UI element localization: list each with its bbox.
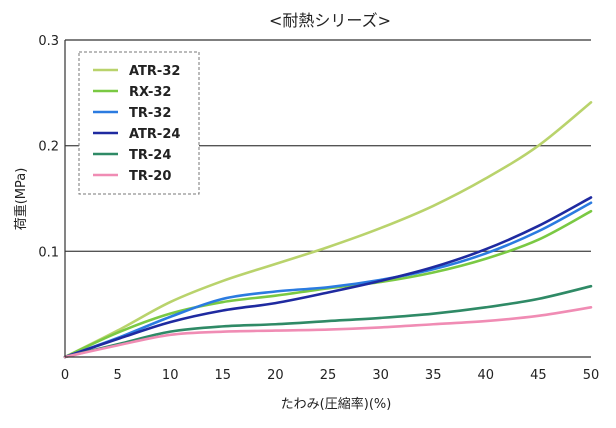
y-tick-label: 0.3 xyxy=(38,34,59,49)
x-tick-label: 40 xyxy=(478,368,495,383)
series-line xyxy=(63,284,593,359)
y-tick-label: 0.1 xyxy=(38,245,59,260)
axes xyxy=(64,40,591,358)
x-tick-label: 35 xyxy=(425,368,442,383)
legend-label: TR-24 xyxy=(129,148,171,163)
x-tick-label: 10 xyxy=(162,368,179,383)
legend-items: ATR-32 RX-32 TR-32 ATR-24 TR-24 TR-20 xyxy=(93,64,180,184)
x-axis-label: たわみ(圧縮率)(%) xyxy=(281,396,392,412)
y-axis-label: 荷重(MPa) xyxy=(13,168,29,231)
legend-label: TR-20 xyxy=(129,169,171,184)
x-tick-label: 25 xyxy=(320,368,337,383)
legend-label: TR-32 xyxy=(129,106,171,121)
y-tick-label: 0.2 xyxy=(38,140,59,155)
legend-label: ATR-32 xyxy=(129,64,180,79)
series-line xyxy=(63,101,593,359)
series-line xyxy=(63,209,593,359)
x-tick-label: 20 xyxy=(267,368,284,383)
tick-labels: 0 5 10 15 20 25 30 35 40 45 50 0.1 0.2 0.3 xyxy=(38,34,599,383)
legend-label: ATR-24 xyxy=(129,127,180,142)
x-tick-label: 50 xyxy=(583,368,600,383)
series-line xyxy=(63,196,593,359)
chart-title: <耐熱シリーズ> xyxy=(269,11,391,30)
series-line xyxy=(63,201,593,359)
x-tick-label: 5 xyxy=(113,368,121,383)
x-tick-label: 30 xyxy=(372,368,389,383)
series-line xyxy=(63,306,593,359)
series-lines xyxy=(63,101,593,359)
legend-box xyxy=(78,51,200,195)
legend: ATR-32 RX-32 TR-32 ATR-24 TR-24 TR-20 xyxy=(78,51,200,195)
x-tick-label: 15 xyxy=(215,368,232,383)
x-tick-label: 45 xyxy=(530,368,547,383)
x-tick-label: 0 xyxy=(61,368,69,383)
legend-label: RX-32 xyxy=(129,85,171,100)
